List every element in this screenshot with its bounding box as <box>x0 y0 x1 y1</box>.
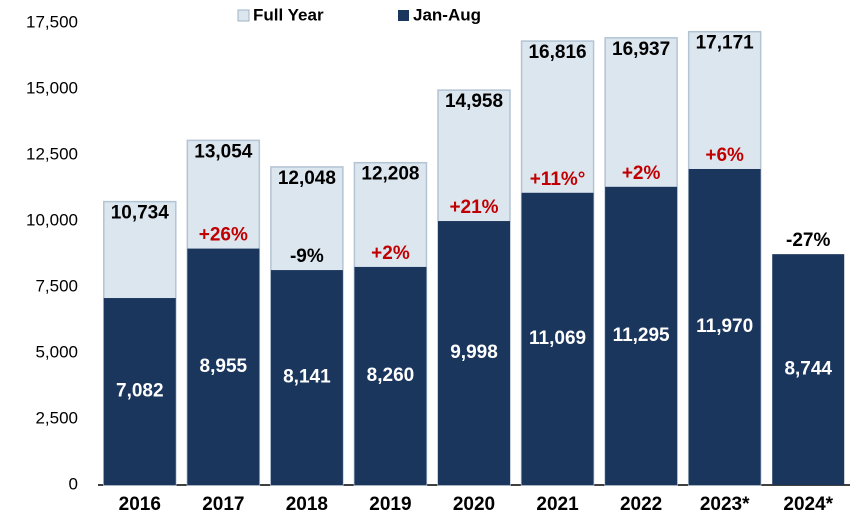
value-label: 13,054 <box>194 141 253 162</box>
value-label: 8,744 <box>784 359 832 380</box>
bar-jan-aug <box>605 186 678 485</box>
x-tick-label: 2022 <box>620 494 662 515</box>
y-tick-label: 0 <box>69 474 78 493</box>
x-tick-label: 2016 <box>119 494 161 515</box>
bar-jan-aug <box>688 168 761 485</box>
bar-jan-aug <box>521 192 594 486</box>
value-label: 11,069 <box>529 328 586 349</box>
change-label: -9% <box>290 246 324 267</box>
value-label: 8,141 <box>283 367 331 388</box>
value-label: 8,955 <box>200 356 248 377</box>
bar-jan-aug <box>438 221 510 485</box>
x-tick-label: 2021 <box>536 494 579 515</box>
change-label: +11%° <box>530 169 586 190</box>
bar-jan-aug <box>772 254 845 485</box>
x-tick-label: 2024* <box>783 494 833 515</box>
y-tick-label: 15,000 <box>26 78 78 97</box>
change-label: -27% <box>786 230 830 251</box>
y-tick-label: 5,000 <box>35 342 78 361</box>
value-label: 9,998 <box>450 342 498 363</box>
y-tick-label: 7,500 <box>35 276 78 295</box>
value-label: 7,082 <box>116 381 164 402</box>
legend-swatch <box>237 9 250 22</box>
bar-jan-aug <box>187 248 260 485</box>
value-label: 16,937 <box>612 39 670 60</box>
change-label: +21% <box>449 197 498 218</box>
legend-label: Full Year <box>253 5 324 24</box>
value-label: 16,816 <box>528 42 586 63</box>
x-tick-label: 2017 <box>202 494 244 515</box>
y-tick-label: 10,000 <box>26 210 78 229</box>
x-tick-label: 2019 <box>369 494 411 515</box>
value-label: 10,734 <box>111 203 170 224</box>
y-tick-label: 12,500 <box>26 144 78 163</box>
value-label: 8,260 <box>367 365 415 386</box>
change-label: +2% <box>622 163 661 184</box>
change-label: +2% <box>371 243 410 264</box>
change-label: +26% <box>199 225 248 246</box>
change-label: +6% <box>705 145 744 166</box>
value-label: 14,958 <box>445 91 503 112</box>
legend-label: Jan-Aug <box>413 5 481 24</box>
x-tick-label: 2018 <box>286 494 328 515</box>
value-label: 11,295 <box>613 325 670 346</box>
x-tick-label: 2020 <box>453 494 495 515</box>
value-label: 12,208 <box>361 164 419 185</box>
bar-jan-aug <box>354 266 427 485</box>
bar-jan-aug <box>103 298 176 485</box>
value-label: 12,048 <box>278 168 336 189</box>
y-tick-label: 17,500 <box>26 12 78 31</box>
value-label: 11,970 <box>696 316 753 337</box>
value-label: 17,171 <box>696 33 755 54</box>
y-tick-label: 2,500 <box>35 408 78 427</box>
legend-swatch <box>398 10 409 21</box>
x-tick-label: 2023* <box>700 494 750 515</box>
bar-jan-aug <box>270 270 343 485</box>
